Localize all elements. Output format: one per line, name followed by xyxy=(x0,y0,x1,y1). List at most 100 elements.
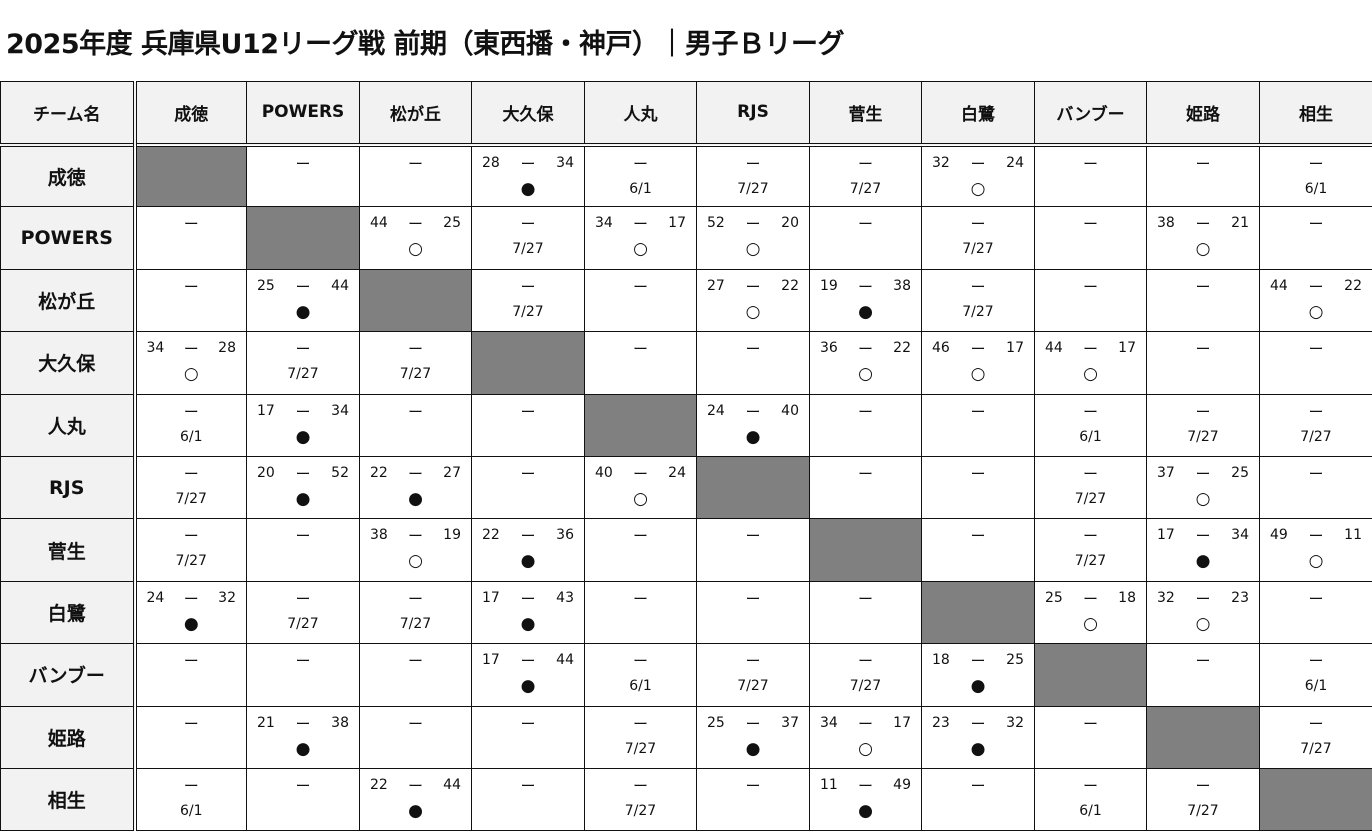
score-opponent: 17 xyxy=(1118,340,1136,357)
self-match-cell xyxy=(921,580,1035,645)
score-own: 34 xyxy=(820,714,838,731)
pending-separator: ー xyxy=(970,464,986,483)
result-cell: 17 ー 34 ● xyxy=(246,393,360,457)
win-mark-icon: ○ xyxy=(633,239,648,260)
result-cell: 17 ー 44 ● xyxy=(471,643,585,707)
loss-mark-icon: ● xyxy=(295,301,311,322)
score-opponent: 34 xyxy=(1231,527,1249,544)
pending-match-cell: ー xyxy=(134,268,247,333)
loss-mark-icon: ● xyxy=(745,738,761,759)
score-own: 44 xyxy=(1270,277,1288,294)
pending-separator: ー xyxy=(857,154,873,173)
pending-match-cell: ー xyxy=(134,705,247,769)
table-row: 菅生 ー 7/27 ー 38 ー 19 ○ 22 ー 36 ● ー ー ー ー 7/27 17 ー 34 ● 49 ー 11 ○ xyxy=(0,518,1372,582)
pending-separator: ー xyxy=(520,402,536,421)
self-match-cell xyxy=(359,268,472,333)
score-own: 24 xyxy=(707,402,725,419)
pending-separator: ー xyxy=(1195,340,1211,359)
score-opponent: 11 xyxy=(1344,527,1362,544)
pending-separator: ー xyxy=(857,215,873,234)
pending-match-cell: ー 7/27 xyxy=(1259,393,1372,457)
pending-separator: ー xyxy=(970,277,986,296)
pending-separator: ー xyxy=(970,402,986,421)
match-date: 7/27 xyxy=(175,553,207,570)
result-cell: 37 ー 25 ○ xyxy=(1146,455,1260,520)
loss-mark-icon: ● xyxy=(520,676,536,697)
loss-mark-icon: ● xyxy=(1195,551,1211,572)
score-opponent: 23 xyxy=(1231,589,1249,606)
win-mark-icon: ○ xyxy=(970,364,986,385)
score-separator: ー xyxy=(632,464,648,483)
column-header-team: 姫路 xyxy=(1146,81,1260,145)
win-mark-icon: ○ xyxy=(858,738,873,759)
pending-match-cell: ー xyxy=(1146,143,1260,208)
pending-match-cell: ー 7/27 xyxy=(1259,705,1372,769)
column-header-team: 大久保 xyxy=(471,81,585,145)
score-opponent: 25 xyxy=(1231,464,1249,481)
pending-separator: ー xyxy=(407,714,423,733)
loss-mark-icon: ● xyxy=(295,488,311,509)
pending-separator: ー xyxy=(295,340,311,359)
pending-match-cell: ー 7/27 xyxy=(584,705,697,769)
match-date: 6/1 xyxy=(179,428,203,445)
pending-match-cell: ー xyxy=(1034,705,1147,769)
score-opponent: 32 xyxy=(1006,714,1024,731)
result-cell: 36 ー 22 ○ xyxy=(809,331,922,395)
pending-match-cell: ー 7/27 xyxy=(696,643,810,707)
pending-match-cell: ー 7/27 xyxy=(134,518,247,582)
match-date: 7/27 xyxy=(287,615,319,632)
match-date: 7/27 xyxy=(512,303,544,320)
pending-separator: ー xyxy=(407,652,423,671)
score-opponent: 21 xyxy=(1231,215,1249,232)
score-separator: ー xyxy=(745,277,761,296)
table-row: 相生 ー 6/1 ー 22 ー 44 ● ー ー 7/27 ー 11 ー 49 ● ー ー 6/1 ー 7/27 xyxy=(0,767,1372,832)
pending-match-cell: ー xyxy=(921,455,1035,520)
pending-match-cell: ー xyxy=(696,331,810,395)
pending-separator: ー xyxy=(1308,714,1324,733)
pending-separator: ー xyxy=(520,277,536,296)
table-row: 成徳 ー ー 28 ー 34 ● ー 6/1 ー 7/27 ー 7/27 32 ー 24 ○ ー ー ー 6/1 xyxy=(0,143,1372,208)
loss-mark-icon: ● xyxy=(295,426,311,447)
pending-separator: ー xyxy=(183,215,199,234)
win-mark-icon: ○ xyxy=(745,301,761,322)
pending-match-cell: ー xyxy=(696,580,810,645)
row-header-team: バンブー xyxy=(0,643,137,707)
match-date: 7/27 xyxy=(1300,740,1332,757)
row-header-team: 白鷺 xyxy=(0,580,137,645)
score-separator: ー xyxy=(520,589,536,608)
pending-match-cell: ー xyxy=(359,393,472,457)
result-cell: 20 ー 52 ● xyxy=(246,455,360,520)
pending-separator: ー xyxy=(407,402,423,421)
score-separator: ー xyxy=(407,776,423,795)
pending-match-cell: ー xyxy=(246,767,360,832)
loss-mark-icon: ● xyxy=(858,301,873,322)
score-separator: ー xyxy=(520,527,536,546)
pending-match-cell: ー 7/27 xyxy=(1034,455,1147,520)
score-own: 38 xyxy=(1157,215,1175,232)
pending-separator: ー xyxy=(632,527,648,546)
pending-separator: ー xyxy=(1082,154,1098,173)
score-separator: ー xyxy=(1308,277,1324,296)
pending-separator: ー xyxy=(1082,402,1098,421)
pending-match-cell: ー xyxy=(1146,268,1260,333)
score-opponent: 25 xyxy=(443,215,461,232)
loss-mark-icon: ● xyxy=(520,613,536,634)
pending-separator: ー xyxy=(857,652,873,671)
score-opponent: 37 xyxy=(781,714,799,731)
pending-match-cell: ー xyxy=(1259,455,1372,520)
pending-separator: ー xyxy=(407,589,423,608)
match-date: 7/27 xyxy=(624,802,657,819)
score-separator: ー xyxy=(1082,589,1098,608)
win-mark-icon: ○ xyxy=(633,488,648,509)
pending-separator: ー xyxy=(632,589,648,608)
loss-mark-icon: ● xyxy=(408,488,423,509)
team-name-header: チーム名 xyxy=(0,81,137,145)
pending-match-cell: ー xyxy=(359,143,472,208)
score-opponent: 28 xyxy=(218,340,236,357)
pending-match-cell: ー xyxy=(1034,206,1147,270)
score-separator: ー xyxy=(295,402,311,421)
score-separator: ー xyxy=(970,154,986,173)
pending-match-cell: ー xyxy=(921,767,1035,832)
table-row: バンブー ー ー ー 17 ー 44 ● ー 6/1 ー 7/27 ー 7/27 18 ー 25 ● ー ー 6/1 xyxy=(0,643,1372,707)
pending-match-cell: ー 6/1 xyxy=(1034,393,1147,457)
